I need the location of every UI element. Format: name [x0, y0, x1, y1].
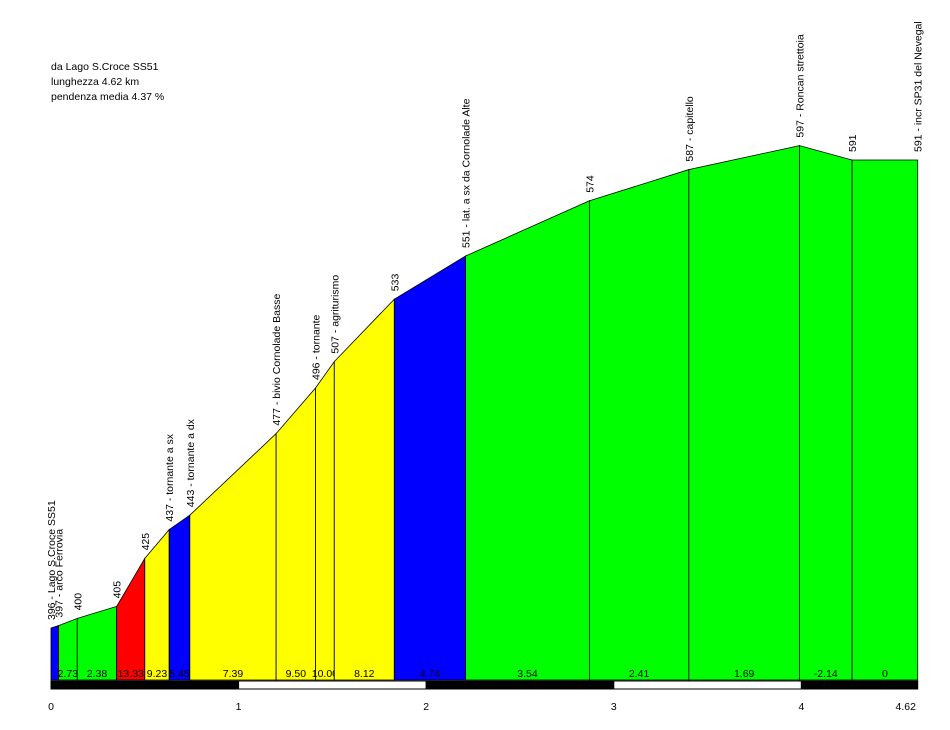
- segment-gradient-label: 9.23: [147, 668, 168, 680]
- profile-segment: [688, 145, 800, 681]
- waypoint-label: 405: [112, 581, 124, 599]
- profile-segment: [315, 360, 335, 681]
- route-start: da Lago S.Croce SS51: [51, 61, 159, 73]
- x-tick-label: 2: [423, 701, 429, 713]
- waypoint-label: 591 - incr SP31 del Nevegal: [913, 21, 925, 152]
- route-info: da Lago S.Croce SS51 lunghezza 4.62 km p…: [51, 60, 164, 105]
- profile-segment: [144, 528, 170, 681]
- segment-gradient-label: 13.33: [118, 668, 144, 680]
- segment-gradient-label: 10.00: [312, 668, 338, 680]
- waypoint-label: 551 - lat. a sx da Cornolade Alte: [461, 98, 473, 248]
- waypoint-label: 507 - agriturismo: [329, 275, 341, 354]
- profile-segment: [465, 200, 590, 681]
- profile-segment: [275, 386, 316, 681]
- segment-gradient-label: 4.74: [420, 668, 441, 680]
- segment-gradient-label: 8.12: [354, 668, 375, 680]
- waypoint-label: 477 - bivio Cornolade Basse: [271, 294, 283, 426]
- profile-segment: [168, 514, 191, 681]
- km-scale-bar: [800, 680, 919, 690]
- route-average-gradient: pendenza media 4.37 %: [51, 91, 165, 103]
- waypoint-label: 397 - arco Ferrovia: [54, 529, 66, 618]
- x-tick-label: 1: [236, 701, 242, 713]
- x-tick-label: 0: [48, 701, 54, 713]
- waypoint-label: 425: [140, 533, 152, 551]
- segment-gradient-label: 3.54: [517, 668, 538, 680]
- waypoint-label: 396 - Lago S.Croce SS51: [46, 500, 58, 620]
- route-length: lunghezza 4.62 km: [51, 76, 140, 88]
- waypoint-label: 574: [584, 175, 596, 193]
- km-scale-bar: [50, 680, 240, 690]
- x-tick-label: 4.62: [895, 701, 916, 713]
- profile-segment: [333, 298, 395, 681]
- segment-gradient-label: 2.73: [58, 668, 79, 680]
- x-tick-label: 4: [798, 701, 804, 713]
- segment-gradient-label: 2.41: [629, 668, 650, 680]
- waypoint-label: 597 - Roncan strettoia: [795, 34, 807, 137]
- profile-segment: [589, 169, 690, 681]
- segment-gradient-label: 0: [882, 668, 888, 680]
- segment-gradient-label: 9.50: [286, 668, 307, 680]
- waypoint-label: 587 - capitello: [684, 96, 696, 162]
- segment-gradient-label: 5.45: [169, 668, 190, 680]
- waypoint-label: 533: [389, 274, 401, 292]
- km-scale-bar: [425, 680, 615, 690]
- waypoint-label: 591: [847, 134, 859, 152]
- km-scale-bar: [613, 680, 802, 690]
- profile-segment: [116, 556, 146, 681]
- waypoint-label: 400: [72, 593, 84, 611]
- segment-gradient-label: 1.69: [734, 668, 755, 680]
- segment-gradient-label: -2.14: [814, 668, 838, 680]
- waypoint-label: 496 - tornante: [311, 314, 323, 380]
- segment-gradient-label: 7.39: [223, 668, 244, 680]
- segment-gradient-label: 2.38: [87, 668, 108, 680]
- waypoint-label: 437 - tornante a sx: [164, 433, 176, 521]
- x-tick-label: 3: [611, 701, 617, 713]
- profile-segment: [851, 159, 919, 681]
- profile-segment: [799, 145, 853, 681]
- waypoint-label: 443 - tornante a dx: [185, 418, 197, 507]
- profile-segment: [189, 432, 277, 681]
- profile-segment: [393, 255, 466, 681]
- km-scale-bar: [238, 680, 427, 690]
